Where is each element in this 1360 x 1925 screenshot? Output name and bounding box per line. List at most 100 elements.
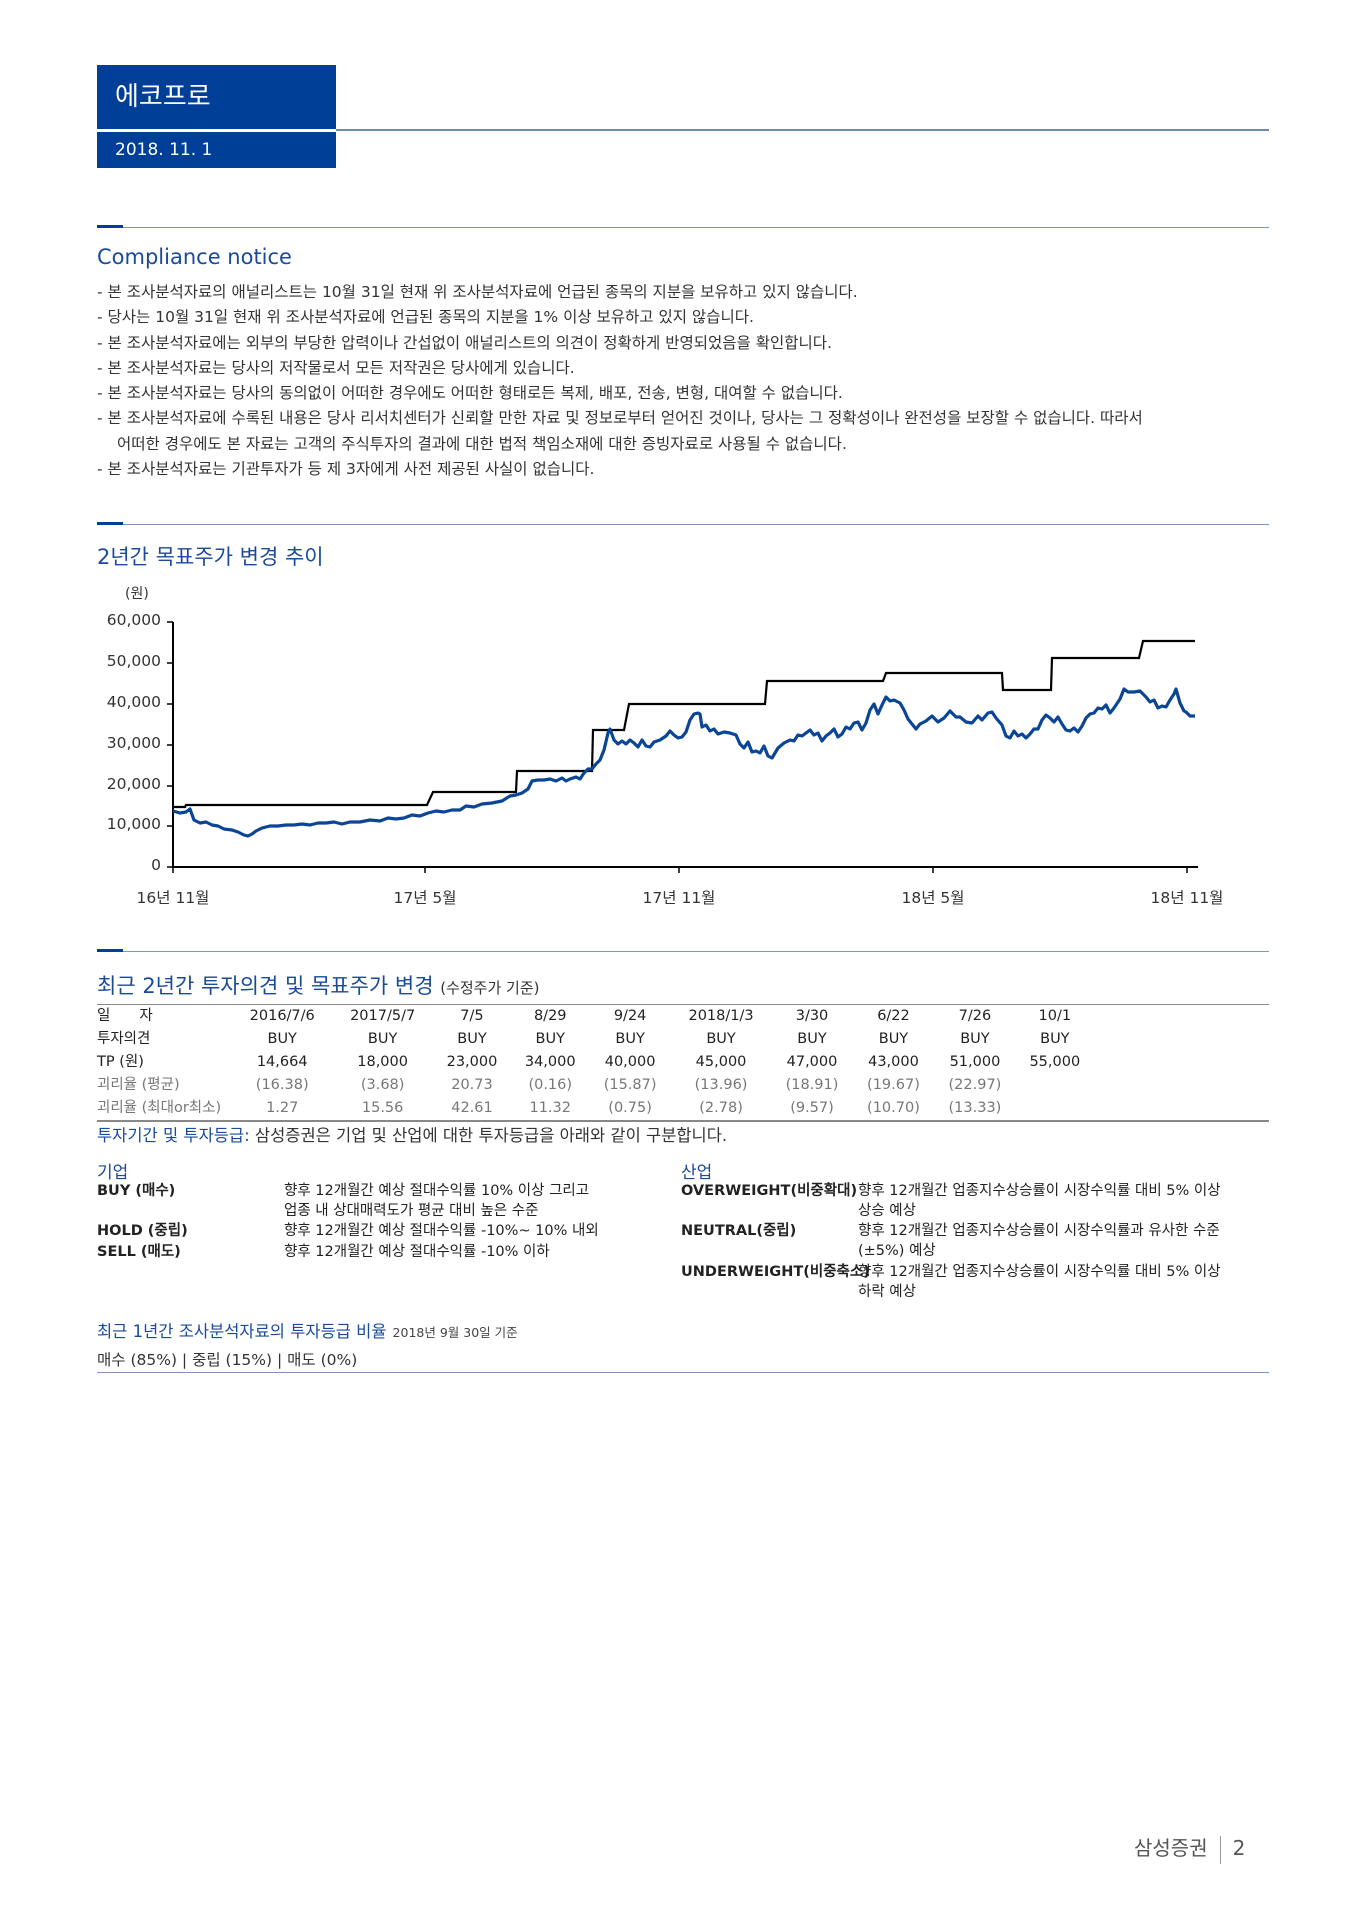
- table-cell: 55,000: [1029, 1054, 1081, 1070]
- compliance-line: - 본 조사분석자료에 수록된 내용은 당사 리서치센터가 신뢰할 만한 자료 …: [97, 409, 1143, 428]
- grade-desc: 향후 12개월간 업종지수상승률이 시장수익률 대비 5% 이상: [858, 1264, 1221, 1280]
- compliance-line: 어떠한 경우에도 본 자료는 고객의 주식투자의 결과에 대한 법적 책임소재에…: [117, 434, 847, 453]
- header-divider: [336, 129, 1269, 131]
- table-cell: 1.27: [266, 1100, 299, 1116]
- y-tick-label: 50,000: [106, 652, 161, 670]
- table-cell: BUY: [878, 1031, 909, 1047]
- compliance-title: Compliance notice: [97, 245, 292, 269]
- table-cell: [1016, 1097, 1094, 1121]
- table-cell: 43,000: [868, 1054, 919, 1070]
- table-cell: 40,000: [604, 1054, 656, 1070]
- x-tick-label: 17년 11월: [642, 889, 716, 907]
- table-cell: (0.16): [528, 1077, 573, 1093]
- table-cell: 42.61: [451, 1100, 493, 1116]
- grade-key: SELL (매도): [97, 1244, 181, 1260]
- table-cell: BUY: [535, 1031, 565, 1047]
- compliance-line: - 본 조사분석자료의 애널리스트는 10월 31일 현재 위 조사분석자료에 …: [97, 283, 858, 301]
- table-cell: (19.67): [867, 1077, 920, 1093]
- table-row: 괴리율 (최대or최소) 1.27 15.56 42.61 11.32 (0.7…: [97, 1097, 1269, 1121]
- table-cell: 7/5: [460, 1008, 484, 1024]
- y-tick-label: 40,000: [106, 693, 161, 711]
- report-date: 2018. 11. 1: [97, 132, 336, 168]
- table-cell: 11.32: [529, 1100, 571, 1116]
- table-cell: (22.97): [948, 1077, 1002, 1093]
- grade-desc: 향후 12개월간 업종지수상승률이 시장수익률과 유사한 수준: [858, 1223, 1220, 1239]
- table-cell: BUY: [706, 1031, 736, 1047]
- table-cell: 7/26: [958, 1008, 992, 1024]
- table-cell: 8/29: [533, 1008, 567, 1024]
- row-label: 투자의견: [97, 1031, 151, 1047]
- grade-desc: 하락 예상: [858, 1284, 916, 1300]
- compliance-line: - 본 조사분석자료에는 외부의 부당한 압력이나 간섭없이 애널리스트의 의견…: [97, 333, 832, 352]
- y-tick-label: 30,000: [106, 734, 161, 752]
- tp-table-title: 최근 2년간 투자의견 및 목표주가 변경 (수정주가 기준): [97, 970, 540, 1000]
- table-cell: 23,000: [446, 1054, 498, 1070]
- table-cell: 34,000: [524, 1054, 576, 1070]
- y-tick-label: 60,000: [106, 611, 161, 629]
- grade-key: HOLD (중립): [97, 1223, 188, 1239]
- table-cell: (16.38): [255, 1077, 309, 1093]
- table-cell: 20.73: [451, 1077, 493, 1093]
- compliance-line: - 본 조사분석자료는 당사의 동의없이 어떠한 경우에도 어떠한 형태로든 복…: [97, 384, 843, 403]
- y-axis-unit: (원): [125, 586, 149, 602]
- table-cell: 15.56: [361, 1100, 404, 1116]
- section-marker: [97, 949, 123, 952]
- table-cell: BUY: [367, 1031, 398, 1047]
- brand-name: 삼성증권: [1134, 1836, 1208, 1860]
- page-number: 2: [1232, 1836, 1246, 1860]
- table-cell: 51,000: [949, 1054, 1001, 1070]
- table-cell: (13.33): [948, 1100, 1002, 1116]
- x-tick-label: 16년 11월: [136, 889, 210, 907]
- grade-key: OVERWEIGHT(비중확대): [681, 1183, 858, 1199]
- table-cell: 6/22: [877, 1008, 910, 1024]
- table-cell: BUY: [1040, 1031, 1070, 1047]
- table-cell: 2016/7/6: [249, 1008, 315, 1024]
- section-divider: [97, 524, 1269, 525]
- table-cell: BUY: [960, 1031, 990, 1047]
- table-cell: (18.91): [785, 1077, 839, 1093]
- company-grade-title: 기업: [97, 1163, 129, 1183]
- table-cell: BUY: [797, 1031, 827, 1047]
- table-row: TP (원) 14,664 18,000 23,000 34,000 40,00…: [97, 1051, 1269, 1074]
- table-row: 투자의견 BUY BUY BUY BUY BUY BUY BUY BUY BUY…: [97, 1028, 1269, 1051]
- row-label: 일 자: [97, 1008, 153, 1024]
- grade-desc: 향후 12개월간 예상 절대수익률 -10% 이하: [284, 1244, 550, 1260]
- grade-desc: (±5%) 예상: [858, 1243, 936, 1259]
- y-tick-label: 10,000: [106, 815, 161, 833]
- compliance-line: - 본 조사분석자료는 당사의 저작물로서 모든 저작권은 당사에게 있습니다.: [97, 358, 575, 377]
- tp-table-title-text: 최근 2년간 투자의견 및 목표주가 변경: [97, 974, 434, 998]
- grade-desc: 상승 예상: [858, 1203, 916, 1219]
- table-cell: BUY: [457, 1031, 487, 1047]
- table-cell: 47,000: [786, 1054, 838, 1070]
- table-row: 일 자 2016/7/6 2017/5/7 7/5 8/29 9/24 2018…: [97, 1005, 1269, 1029]
- grade-heading: 투자기간 및 투자등급: 삼성증권은 기업 및 산업에 대한 투자등급을 아래와…: [97, 1122, 727, 1146]
- section-divider: [97, 951, 1269, 952]
- row-label: 괴리율 (최대or최소): [97, 1100, 222, 1116]
- table-cell: (15.87): [603, 1077, 657, 1093]
- table-cell: 9/24: [613, 1008, 647, 1024]
- tp-table-subtitle: (수정주가 기준): [440, 979, 540, 997]
- row-label: 괴리율 (평균): [97, 1077, 180, 1093]
- table-cell: (2.78): [699, 1100, 743, 1116]
- grade-ratio-basis: 2018년 9월 30일 기준: [392, 1325, 518, 1340]
- y-tick-label: 20,000: [106, 775, 161, 793]
- section-divider: [97, 1372, 1269, 1373]
- table-cell: BUY: [615, 1031, 645, 1047]
- section-marker: [97, 225, 123, 228]
- footer-separator: [1219, 1835, 1221, 1864]
- table-cell: (9.57): [790, 1100, 834, 1116]
- table-cell: 14,664: [256, 1054, 308, 1070]
- grade-desc: 업종 내 상대매력도가 평균 대비 높은 수준: [284, 1203, 539, 1219]
- table-cell: (3.68): [360, 1077, 405, 1093]
- table-cell: BUY: [267, 1031, 297, 1047]
- grade-desc: 향후 12개월간 예상 절대수익률 10% 이상 그리고: [284, 1183, 590, 1199]
- compliance-line: - 당사는 10월 31일 현재 위 조사분석자료에 언급된 종목의 지분을 1…: [97, 308, 754, 327]
- grade-ratio-title-text: 최근 1년간 조사분석자료의 투자등급 비율: [97, 1322, 387, 1341]
- section-marker: [97, 522, 123, 525]
- chart-title: 2년간 목표주가 변경 추이: [97, 545, 324, 569]
- company-title: 에코프로: [97, 65, 336, 129]
- grade-heading-label: 투자기간 및 투자등급:: [97, 1126, 250, 1145]
- table-cell: 45,000: [695, 1054, 747, 1070]
- grade-heading-text: 삼성증권은 기업 및 산업에 대한 투자등급을 아래와 같이 구분합니다.: [249, 1126, 728, 1145]
- grade-desc: 향후 12개월간 업종지수상승률이 시장수익률 대비 5% 이상: [858, 1183, 1221, 1199]
